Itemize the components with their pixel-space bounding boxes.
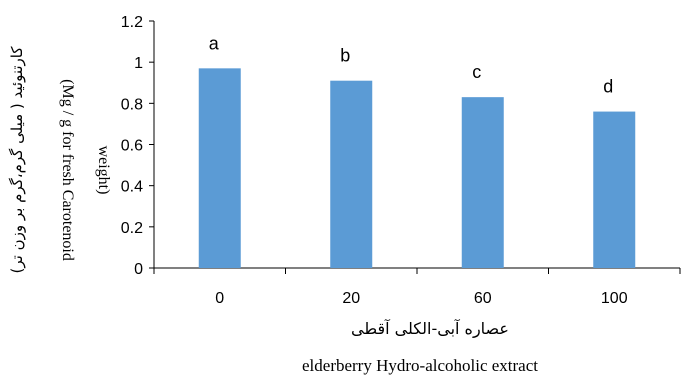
y-axis-title-english-line1: (Mg / g for fresh Carotenoid — [59, 79, 76, 261]
y-axis-title-persian: کارتنوئید ( میلی گرم،گرم بر وزن تر) — [8, 46, 26, 274]
bars: a b c d — [198, 33, 636, 269]
y-tick-label: 1 — [134, 55, 143, 72]
x-tick-label: 0 — [215, 290, 224, 307]
y-axis: 0 0.2 0.4 0.6 0.8 1 1.2 — [121, 14, 155, 278]
x-tick-label: 60 — [474, 290, 492, 307]
x-tick-label: 20 — [342, 290, 360, 307]
x-axis: 0 20 60 100 — [153, 267, 681, 307]
y-tick-label: 0 — [134, 261, 143, 278]
bar-0 — [198, 68, 241, 268]
y-tick-label: 0.2 — [121, 220, 143, 237]
bar-60 — [461, 97, 504, 269]
data-label-0: a — [209, 33, 220, 53]
data-label-100: d — [603, 77, 613, 97]
data-label-60: c — [472, 62, 481, 82]
y-tick-label: 0.6 — [121, 138, 143, 155]
y-tick-label: 1.2 — [121, 14, 143, 31]
y-axis-title-english-line2: weight) — [95, 146, 112, 195]
y-tick-label: 0.8 — [121, 96, 143, 113]
x-axis-title-english: elderberry Hydro-alcoholic extract — [302, 356, 538, 375]
bar-100 — [593, 111, 636, 268]
data-label-20: b — [340, 46, 350, 66]
x-tick-label: 100 — [601, 290, 628, 307]
bar-20 — [330, 80, 373, 268]
x-axis-title-persian: عصاره آبی-الکلی آقطی — [351, 319, 509, 339]
y-tick-label: 0.4 — [121, 179, 143, 196]
